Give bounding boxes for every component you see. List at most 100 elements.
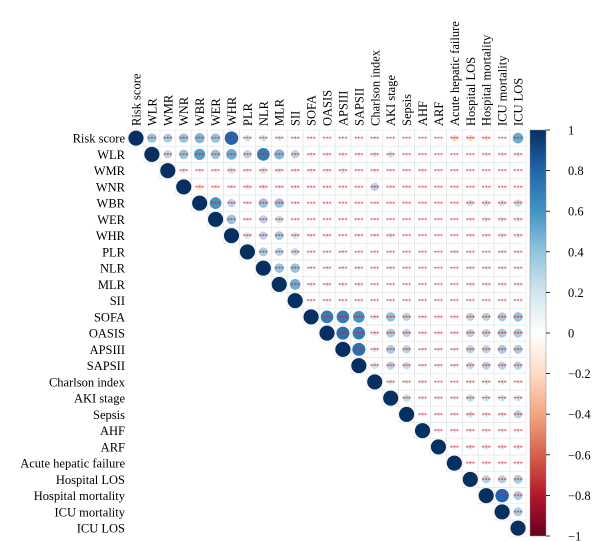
significance-star: *** (275, 201, 284, 208)
significance-star: *** (243, 201, 252, 208)
correlation-circle (497, 475, 507, 484)
correlation-circle (483, 378, 490, 385)
significance-star: *** (466, 282, 475, 289)
correlation-circle (513, 312, 523, 322)
significance-star: *** (450, 363, 459, 370)
significance-star: *** (291, 168, 300, 175)
correlation-circle (483, 443, 490, 450)
correlation-circle (373, 217, 377, 222)
row-label: Charlson index (49, 375, 126, 389)
significance-star: *** (402, 331, 411, 338)
significance-star: *** (450, 136, 459, 143)
significance-star: *** (482, 477, 491, 484)
significance-star: *** (418, 298, 427, 305)
correlation-circle (289, 279, 301, 290)
significance-star: *** (513, 477, 522, 484)
significance-star: *** (227, 201, 236, 208)
correlation-circle (484, 250, 488, 254)
significance-star: *** (482, 331, 491, 338)
significance-star: *** (497, 412, 506, 419)
significance-star: *** (338, 201, 347, 208)
significance-star: *** (482, 347, 491, 354)
correlation-circle (495, 488, 509, 503)
significance-star: *** (338, 217, 347, 224)
significance-star: *** (402, 217, 411, 224)
significance-star: *** (466, 266, 475, 273)
correlation-circle (436, 411, 441, 417)
correlation-circle (325, 185, 329, 189)
significance-star: *** (386, 314, 395, 321)
correlation-circle (515, 460, 521, 466)
significance-star: *** (259, 136, 268, 143)
row-label: Acute hepatic failure (20, 457, 125, 471)
correlation-circle (373, 282, 377, 287)
significance-star: *** (402, 152, 411, 159)
correlation-circle (163, 150, 172, 159)
significance-star: *** (450, 233, 459, 240)
significance-star: *** (497, 136, 506, 143)
correlation-circle (229, 184, 234, 190)
significance-star: *** (370, 363, 379, 370)
significance-star: *** (291, 217, 300, 224)
significance-star: *** (482, 168, 491, 175)
significance-star: *** (291, 136, 300, 143)
significance-star: *** (434, 379, 443, 386)
correlation-circle (499, 411, 506, 418)
column-label: WBR (193, 97, 207, 126)
significance-star: *** (402, 396, 411, 403)
significance-star: *** (450, 282, 459, 289)
correlation-circle (420, 314, 425, 320)
row-label: WER (97, 213, 125, 227)
significance-star: *** (243, 152, 252, 159)
significance-star: *** (402, 363, 411, 370)
significance-star: *** (370, 217, 379, 224)
correlation-circle (276, 167, 283, 174)
correlation-circle (357, 298, 361, 303)
significance-star: *** (322, 298, 331, 305)
correlation-circle (451, 249, 457, 255)
significance-star: *** (513, 461, 522, 468)
correlation-circle (324, 265, 330, 271)
significance-star: *** (370, 282, 379, 289)
correlation-circle (274, 263, 285, 273)
correlation-circle (483, 135, 490, 142)
correlation-circle (244, 134, 251, 142)
correlation-circle (404, 266, 409, 270)
correlation-circle (274, 231, 284, 241)
significance-star: *** (227, 184, 236, 191)
correlation-circle (336, 326, 350, 340)
significance-star: *** (482, 396, 491, 403)
significance-star: *** (466, 347, 475, 354)
significance-star: *** (434, 168, 443, 175)
significance-star: *** (466, 428, 475, 435)
correlation-circle (180, 167, 187, 174)
correlation-circle (308, 151, 314, 157)
significance-star: *** (466, 396, 475, 403)
significance-star: *** (418, 347, 427, 354)
significance-star: *** (497, 379, 506, 386)
significance-star: *** (434, 184, 443, 191)
correlation-circle (402, 345, 411, 354)
correlation-circle (498, 394, 506, 402)
correlation-circle (466, 134, 474, 142)
column-label: WMR (161, 94, 175, 126)
significance-star: *** (418, 412, 427, 419)
correlation-circle (341, 298, 345, 303)
correlation-circle (256, 148, 270, 161)
significance-star: *** (179, 136, 188, 143)
significance-star: *** (275, 233, 284, 240)
correlation-circle (451, 411, 457, 417)
significance-star: *** (497, 249, 506, 256)
significance-star: *** (466, 249, 475, 256)
significance-star: *** (466, 314, 475, 321)
correlation-circle (356, 233, 362, 239)
correlation-circle (308, 281, 314, 287)
correlation-circle (482, 475, 491, 484)
correlation-circle (223, 228, 240, 244)
significance-star: *** (402, 314, 411, 321)
significance-star: *** (466, 217, 475, 224)
correlation-circle (356, 265, 362, 271)
correlation-circle (291, 248, 299, 256)
significance-star: *** (370, 201, 379, 208)
